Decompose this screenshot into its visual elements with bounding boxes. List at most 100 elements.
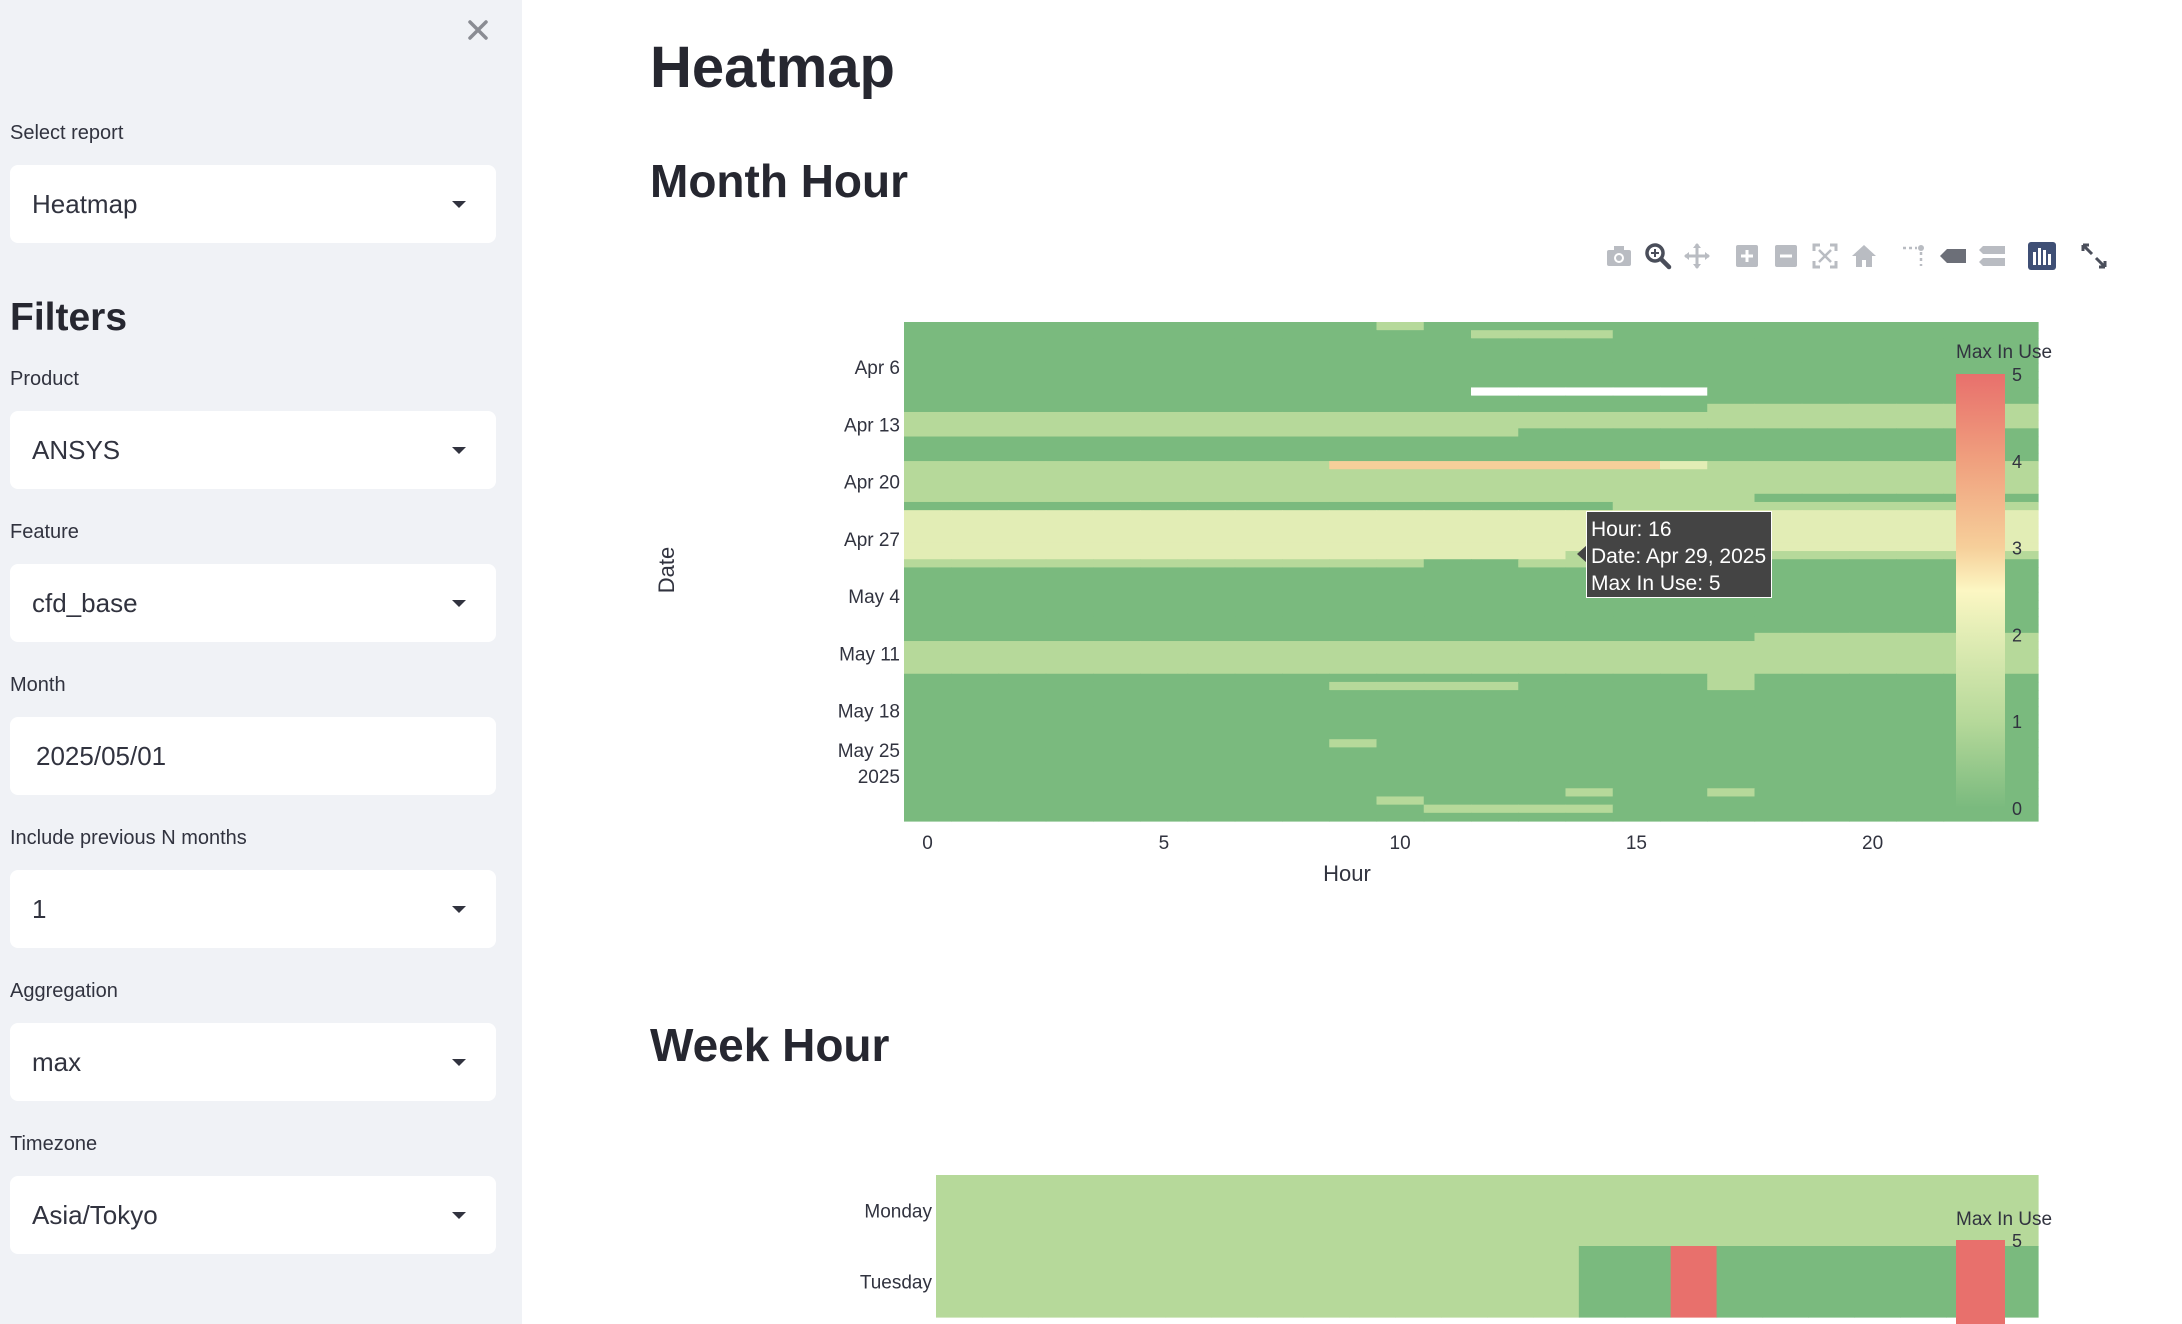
heatmap-cell[interactable] <box>951 600 1000 609</box>
heatmap-cell[interactable] <box>1849 714 1897 724</box>
heatmap-cell[interactable] <box>1093 551 1141 560</box>
heatmap-cell[interactable] <box>998 444 1047 454</box>
heatmap-cell[interactable] <box>1849 583 1897 593</box>
heatmap-cell[interactable] <box>1612 330 1661 339</box>
heatmap-cell[interactable] <box>1187 436 1236 446</box>
heatmap-cell[interactable] <box>1165 1175 1213 1247</box>
heatmap-cell[interactable] <box>1801 624 1850 634</box>
heatmap-cell[interactable] <box>1093 632 1141 642</box>
heatmap-cell[interactable] <box>1329 812 1378 822</box>
heatmap-cell[interactable] <box>1896 518 1945 528</box>
heatmap-cell[interactable] <box>1045 714 1094 724</box>
heatmap-cell[interactable] <box>1187 338 1236 348</box>
heatmap-cell[interactable] <box>1849 551 1897 560</box>
heatmap-cell[interactable] <box>1234 395 1283 405</box>
heatmap-cell[interactable] <box>1754 485 1803 495</box>
heatmap-cell[interactable] <box>1612 493 1661 503</box>
heatmap-cell[interactable] <box>1990 812 2039 822</box>
heatmap-cell[interactable] <box>1329 583 1378 593</box>
heatmap-cell[interactable] <box>951 747 1000 757</box>
heatmap-cell[interactable] <box>904 796 952 806</box>
heatmap-cell[interactable] <box>1282 330 1330 339</box>
heatmap-cell[interactable] <box>1282 526 1330 536</box>
heatmap-cell[interactable] <box>1612 346 1661 356</box>
heatmap-cell[interactable] <box>1140 379 1189 389</box>
heatmap-cell[interactable] <box>904 747 952 757</box>
heatmap-cell[interactable] <box>904 665 952 675</box>
heatmap-cell[interactable] <box>904 330 952 339</box>
heatmap-cell[interactable] <box>1707 477 1756 487</box>
heatmap-cell[interactable] <box>1045 403 1094 413</box>
heatmap-cell[interactable] <box>1376 534 1425 544</box>
heatmap-cell[interactable] <box>1565 706 1614 716</box>
heatmap-cell[interactable] <box>1518 510 1567 519</box>
heatmap-cell[interactable] <box>1423 665 1472 675</box>
month-hour-heatmap[interactable]: Apr 6 Apr 13 Apr 20 Apr 27 May 4 May 11 May 18… <box>650 300 2182 905</box>
heatmap-cell[interactable] <box>951 804 1000 814</box>
heatmap-cell[interactable] <box>1565 608 1614 618</box>
zoom-icon[interactable] <box>1643 241 1673 271</box>
heatmap-cell[interactable] <box>1376 395 1425 405</box>
heatmap-cell[interactable] <box>1329 690 1378 699</box>
heatmap-cell[interactable] <box>1329 461 1378 470</box>
heatmap-cell[interactable] <box>1754 624 1803 634</box>
heatmap-cell[interactable] <box>1565 371 1614 380</box>
heatmap-cell[interactable] <box>1612 362 1661 372</box>
heatmap-cell[interactable] <box>1234 731 1283 740</box>
heatmap-cell[interactable] <box>1140 469 1189 479</box>
heatmap-cell[interactable] <box>1801 763 1850 773</box>
heatmap-cell[interactable] <box>1801 771 1850 781</box>
heatmap-cell[interactable] <box>1801 739 1850 748</box>
heatmap-cell[interactable] <box>1376 722 1425 732</box>
heatmap-cell[interactable] <box>1849 624 1897 634</box>
heatmap-cell[interactable] <box>1612 690 1661 699</box>
heatmap-cell[interactable] <box>1282 362 1330 372</box>
heatmap-cell[interactable] <box>1896 559 1945 569</box>
heatmap-cell[interactable] <box>1896 608 1945 618</box>
heatmap-cell[interactable] <box>1896 673 1945 683</box>
heatmap-cell[interactable] <box>1849 739 1897 748</box>
heatmap-cell[interactable] <box>1423 812 1472 822</box>
heatmap-cell[interactable] <box>1093 469 1141 479</box>
heatmap-cell[interactable] <box>1754 518 1803 528</box>
heatmap-cell[interactable] <box>1093 542 1141 552</box>
heatmap-cell[interactable] <box>1282 649 1330 658</box>
heatmap-cell[interactable] <box>1045 444 1094 454</box>
heatmap-cell[interactable] <box>1612 681 1661 691</box>
heatmap-cell[interactable] <box>1187 649 1236 658</box>
heatmap-cell[interactable] <box>1376 681 1425 691</box>
heatmap-cell[interactable] <box>1707 690 1756 699</box>
heatmap-cell[interactable] <box>1518 731 1567 740</box>
heatmap-cell[interactable] <box>1801 395 1850 405</box>
heatmap-cell[interactable] <box>1518 788 1567 798</box>
heatmap-cell[interactable] <box>1612 649 1661 658</box>
heatmap-cell[interactable] <box>1187 714 1236 724</box>
heatmap-cell[interactable] <box>1376 706 1425 716</box>
heatmap-cell[interactable] <box>1754 436 1803 446</box>
heatmap-cell[interactable] <box>1329 371 1378 380</box>
heatmap-cell[interactable] <box>1376 731 1425 740</box>
heatmap-cell[interactable] <box>1990 591 2039 601</box>
heatmap-cell[interactable] <box>1234 681 1283 691</box>
heatmap-cell[interactable] <box>998 673 1047 683</box>
heatmap-cell[interactable] <box>1849 420 1897 429</box>
heatmap-cell[interactable] <box>1045 330 1094 339</box>
heatmap-cell[interactable] <box>1990 771 2039 781</box>
heatmap-cell[interactable] <box>1045 763 1094 773</box>
heatmap-cell[interactable] <box>1329 747 1378 757</box>
heatmap-cell[interactable] <box>1376 739 1425 748</box>
heatmap-cell[interactable] <box>1140 559 1189 569</box>
heatmap-cell[interactable] <box>1282 379 1330 389</box>
heatmap-cell[interactable] <box>1093 706 1141 716</box>
heatmap-cell[interactable] <box>1187 755 1236 765</box>
heatmap-cell[interactable] <box>998 322 1047 331</box>
heatmap-cell[interactable] <box>1329 493 1378 503</box>
heatmap-cell[interactable] <box>1754 420 1803 429</box>
heatmap-cell[interactable] <box>1423 698 1472 708</box>
heatmap-cell[interactable] <box>1612 624 1661 634</box>
heatmap-cell[interactable] <box>1376 510 1425 519</box>
heatmap-cell[interactable] <box>1045 616 1094 626</box>
heatmap-cell[interactable] <box>1754 559 1803 569</box>
heatmap-cell[interactable] <box>1282 624 1330 634</box>
heatmap-cell[interactable] <box>1801 371 1850 380</box>
